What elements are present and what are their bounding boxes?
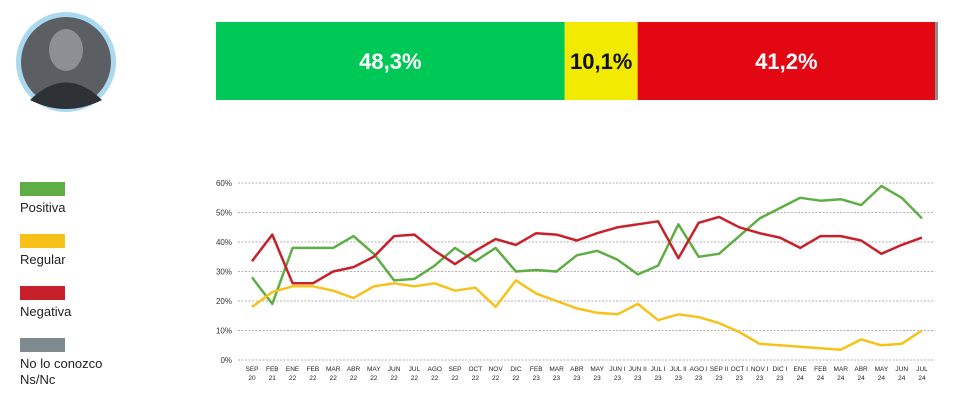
- x-tick-label: JUL I 23: [651, 366, 666, 382]
- bar-segment: [564, 22, 638, 100]
- x-tick-label: FEB 23: [530, 366, 543, 382]
- x-tick-label: FEB 24: [814, 366, 827, 382]
- x-tick-label: JUN 24: [895, 366, 908, 382]
- line-series: [251, 184, 923, 306]
- legend-swatch: [20, 338, 65, 352]
- x-tick-label: JUN 22: [388, 366, 401, 382]
- legend-swatch: [20, 234, 65, 248]
- x-tick-label: JUL II 23: [670, 366, 687, 382]
- legend-swatch: [20, 286, 65, 300]
- x-tick-label: MAY 22: [367, 366, 381, 382]
- legend-label: Positiva: [20, 200, 66, 215]
- line-series: [251, 279, 923, 351]
- x-tick-label: FEB 21: [266, 366, 279, 382]
- y-tick-label: 30%: [216, 268, 232, 277]
- bar-label: 10,1%: [570, 49, 632, 74]
- bar-label: 41,2%: [755, 49, 817, 74]
- x-tick-label: NOV I 23: [751, 366, 769, 382]
- x-tick-label: ABR 22: [347, 366, 361, 382]
- y-tick-label: 20%: [216, 297, 232, 306]
- x-tick-label: SEP 22: [449, 366, 462, 382]
- x-tick-label: ENE 24: [793, 366, 807, 382]
- bar-label: 48,3%: [359, 49, 421, 74]
- bar-segment: [216, 22, 565, 100]
- legend-label: Negativa: [20, 304, 72, 319]
- x-tick-label: MAY 24: [875, 366, 889, 382]
- y-tick-label: 60%: [216, 179, 232, 188]
- x-tick-label: JUL 22: [409, 366, 421, 382]
- y-tick-label: 50%: [216, 209, 232, 218]
- line-series: [251, 215, 923, 285]
- x-tick-label: AGO I 23: [690, 366, 708, 382]
- x-tick-label: OCT I 23: [731, 366, 748, 382]
- y-tick-label: 10%: [216, 327, 232, 336]
- bar-segment: [935, 22, 938, 100]
- bar-segment: [637, 22, 936, 100]
- y-tick-label: 40%: [216, 238, 232, 247]
- x-tick-label: AGO 22: [428, 366, 442, 382]
- x-tick-label: OCT 22: [468, 366, 482, 382]
- y-tick-label: 0%: [220, 356, 232, 365]
- x-tick-label: ABR 23: [570, 366, 584, 382]
- avatar: [16, 12, 116, 112]
- x-tick-label: FEB 22: [307, 366, 320, 382]
- legend-label: No lo conozco Ns/Nc: [20, 356, 102, 387]
- x-tick-label: DIC I 23: [772, 366, 787, 382]
- x-tick-label: MAR 24: [834, 366, 849, 382]
- x-tick-label: NOV 22: [489, 366, 504, 382]
- x-tick-label: ENE 22: [286, 366, 300, 382]
- x-tick-label: SEP II 23: [710, 366, 729, 382]
- x-tick-label: JUN II 23: [629, 366, 647, 382]
- x-tick-label: ABR 24: [854, 366, 868, 382]
- x-tick-label: SEP 20: [245, 366, 258, 382]
- legend-swatch: [20, 182, 65, 196]
- x-tick-label: MAR 23: [549, 366, 564, 382]
- x-tick-label: MAY 23: [590, 366, 604, 382]
- x-tick-label: DIC 22: [510, 366, 522, 382]
- legend-label: Regular: [20, 252, 66, 267]
- x-tick-label: MAR 22: [326, 366, 341, 382]
- x-tick-label: JUL 24: [916, 366, 928, 382]
- x-tick-label: JUN I 23: [609, 366, 625, 382]
